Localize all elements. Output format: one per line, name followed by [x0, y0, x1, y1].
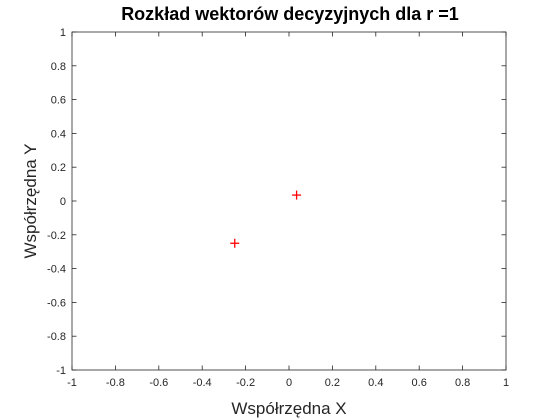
y-axis: -1 -0.8 -0.6 -0.4 -0.2 0 0.2 0.4 0.6 0.8 1: [47, 27, 506, 377]
data-point-marker: [230, 238, 240, 248]
y-tick-label: -0.6: [47, 297, 66, 309]
y-tick-label: 0.4: [51, 128, 66, 140]
data-point-marker: [292, 190, 302, 200]
y-tick-label: -0.8: [47, 331, 66, 343]
x-tick-label: -1: [67, 377, 77, 389]
y-tick-label: -1: [56, 365, 66, 377]
y-tick-label: -0.2: [47, 230, 66, 242]
x-tick-label: -0.2: [236, 377, 255, 389]
x-tick-label: -0.6: [149, 377, 168, 389]
y-tick-label: 1: [60, 27, 66, 39]
x-tick-label: -0.4: [193, 377, 212, 389]
x-tick-label: -0.8: [106, 377, 125, 389]
x-tick-label: 0: [286, 377, 292, 389]
x-tick-label: 0.4: [368, 377, 383, 389]
x-axis: -1 -0.8 -0.6 -0.4 -0.2 0 0.2 0.4 0.6 0.8 1: [67, 32, 509, 389]
x-tick-label: 0.2: [325, 377, 340, 389]
y-tick-label: 0.8: [51, 61, 66, 73]
x-tick-label: 0.8: [455, 377, 470, 389]
chart-title: Rozkład wektorów decyzyjnych dla r =1: [121, 4, 459, 24]
plot-area: [71, 31, 507, 371]
x-tick-label: 0.6: [412, 377, 427, 389]
y-axis-label: Współrzędna Y: [21, 144, 40, 259]
y-tick-label: -0.4: [47, 264, 66, 276]
x-tick-label: 1: [503, 377, 509, 389]
data-points: [230, 190, 302, 248]
y-tick-label: 0.6: [51, 95, 66, 107]
y-tick-label: 0: [60, 196, 66, 208]
y-tick-label: 0.2: [51, 162, 66, 174]
x-axis-label: Współrzędna X: [231, 399, 346, 418]
